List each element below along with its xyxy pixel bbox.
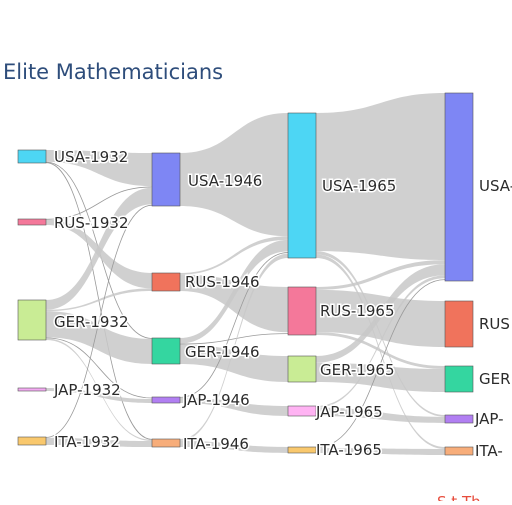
node-label-ita-1965: ITA-1965 (316, 441, 382, 459)
node-label-ger-1932: GER-1932 (54, 313, 129, 331)
sankey-node-usa-1946[interactable] (151, 152, 181, 207)
sankey-link-ger-1946-to-rus-1965 (179, 333, 289, 345)
sankey-node-usa-1965[interactable] (287, 112, 317, 259)
sankey-node-jap-1932[interactable] (17, 387, 47, 392)
node-label-jap-1980: JAP- (474, 410, 504, 428)
node-label-ger-1965: GER-1965 (320, 361, 395, 379)
labels-layer: USA-1932 RUS-1932 GER-1932 JAP-1932 ITA-1932… (52, 147, 512, 462)
node-label-rus-1946: RUS-1946 (185, 273, 260, 291)
nodes-layer (17, 92, 474, 456)
sankey-link-usa-1946-to-usa-1965 (180, 113, 288, 237)
node-label-ita-1980: ITA- (475, 442, 503, 460)
sankey-link-ger-1946-to-usa-1965 (180, 239, 288, 344)
sankey-link-jap-1932-to-jap-1946 (46, 388, 152, 403)
sankey-link-ger-1932-to-rus-1946 (46, 288, 152, 312)
sankey-link-rus-1932-to-usa-1946 (45, 186, 153, 220)
sankey-node-usa-1932[interactable] (17, 149, 47, 164)
sankey-node-ita-1946[interactable] (151, 438, 181, 448)
sankey-node-usa-1980[interactable] (444, 92, 474, 282)
node-label-jap-1965: JAP-1965 (315, 403, 383, 421)
sankey-node-rus-1932[interactable] (17, 218, 47, 226)
sankey-node-ger-1965[interactable] (287, 355, 317, 383)
sankey-node-ger-1980[interactable] (444, 365, 474, 393)
sankey-node-rus-1980[interactable] (444, 300, 474, 348)
sankey-link-ger-1932-to-jap-1946 (45, 337, 153, 399)
node-label-usa-1980: USA- (479, 177, 512, 195)
sankey-node-rus-1965[interactable] (287, 286, 317, 336)
sankey-node-rus-1946[interactable] (151, 272, 181, 292)
sankey-link-ita-1946-to-ita-1965 (180, 441, 288, 453)
sankey-link-jap-1965-to-usa-1980 (316, 275, 445, 408)
sankey-link-ita-1946-to-usa-1965 (180, 253, 288, 441)
sankey-link-ita-1932-to-usa-1946 (45, 204, 153, 438)
sankey-link-jap-1946-to-usa-1965 (179, 252, 289, 398)
sankey-link-ger-1932-to-usa-1946 (46, 187, 152, 310)
chart-title: Elite Mathematicians (3, 60, 223, 84)
node-label-ger-1946: GER-1946 (185, 343, 260, 361)
footer-partial-text: S t Th (437, 493, 481, 501)
node-label-ita-1946: ITA-1946 (183, 435, 249, 453)
sankey-link-rus-1965-to-usa-1980 (316, 260, 445, 290)
node-label-rus-1965: RUS-1965 (320, 302, 395, 320)
sankey-link-usa-1932-to-usa-1946 (46, 150, 152, 187)
sankey-link-rus-1946-to-rus-1965 (180, 274, 288, 333)
sankey-node-ger-1946[interactable] (151, 337, 181, 365)
sankey-link-ger-1932-to-ger-1946 (46, 311, 152, 364)
sankey-link-ita-1932-to-ita-1946 (46, 437, 152, 447)
sankey-link-rus-1946-to-usa-1965 (180, 236, 288, 275)
node-label-jap-1946: JAP-1946 (182, 391, 250, 409)
sankey-node-jap-1965[interactable] (287, 405, 317, 417)
node-label-rus-1932: RUS-1932 (54, 214, 129, 232)
sankey-node-ita-1965[interactable] (287, 446, 317, 454)
sankey-link-ita-1965-to-usa-1980 (315, 279, 446, 448)
node-label-usa-1932: USA-1932 (54, 148, 128, 166)
sankey-link-jap-1946-to-jap-1965 (180, 397, 288, 416)
node-label-ita-1932: ITA-1932 (54, 433, 120, 451)
sankey-link-ger-1932-to-ita-1946 (46, 338, 152, 441)
sankey-link-ita-1965-to-ita-1980 (316, 448, 445, 455)
sankey-link-usa-1965-to-usa-1980 (316, 93, 445, 261)
node-label-usa-1946: USA-1946 (188, 172, 262, 190)
links-layer (45, 93, 446, 455)
sankey-node-ita-1932[interactable] (17, 436, 47, 446)
sankey-node-ita-1980[interactable] (444, 446, 474, 456)
node-label-jap-1932: JAP-1932 (53, 381, 121, 399)
sankey-link-jap-1965-to-jap-1980 (316, 407, 445, 423)
sankey-link-rus-1965-to-ger-1980 (316, 332, 445, 369)
sankey-link-ger-1946-to-ger-1965 (180, 344, 288, 382)
sankey-node-ger-1932[interactable] (17, 299, 47, 341)
sankey-link-ger-1965-to-ger-1980 (316, 362, 445, 392)
node-label-rus-1980: RUS (479, 315, 510, 333)
node-label-ger-1980: GER (479, 370, 511, 388)
node-label-usa-1965: USA-1965 (322, 177, 396, 195)
sankey-node-jap-1946[interactable] (151, 396, 181, 404)
sankey-node-jap-1980[interactable] (444, 414, 474, 424)
sankey-link-ger-1965-to-usa-1980 (316, 264, 445, 363)
